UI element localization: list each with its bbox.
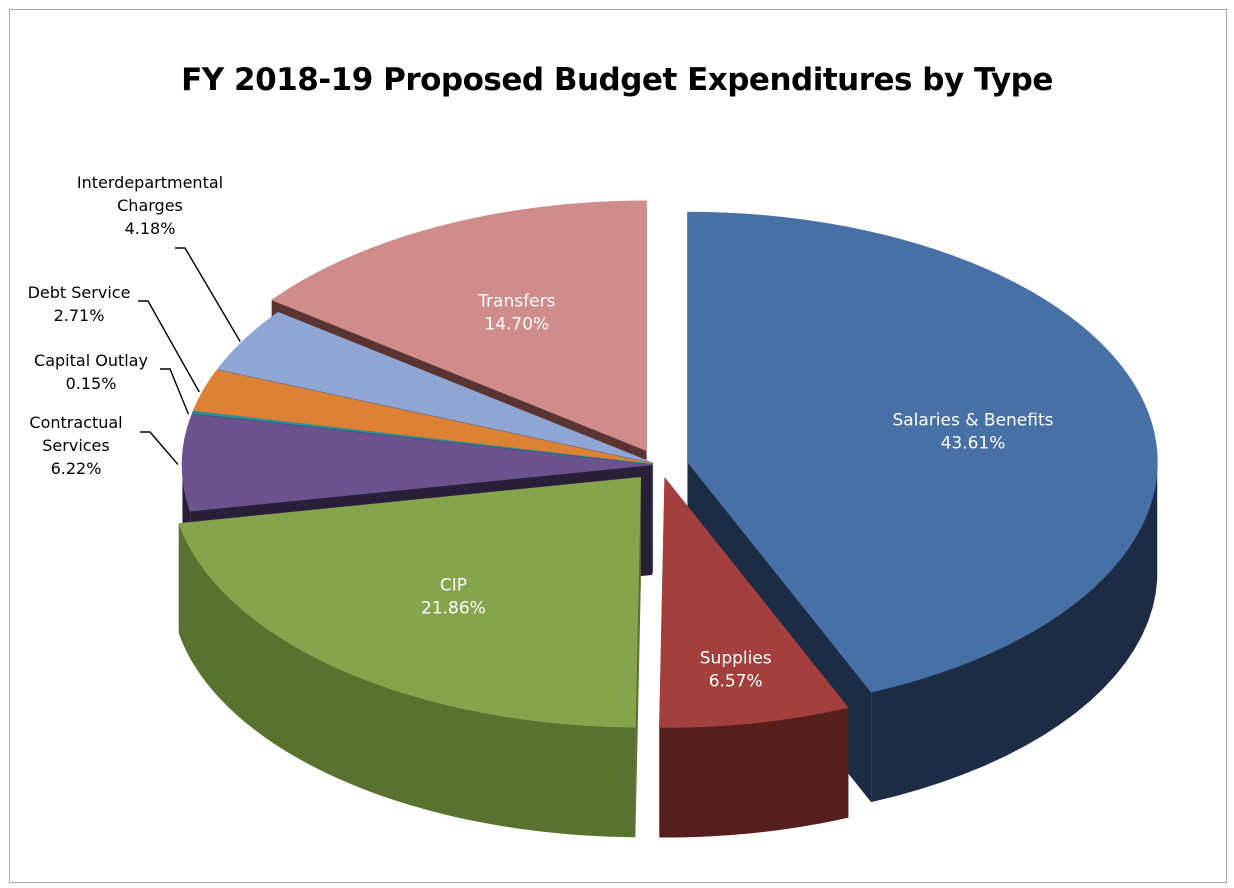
leader-line-contractual-services — [140, 431, 179, 466]
slice-label-supplies-1: 6.57% — [709, 671, 763, 691]
slice-label-supplies-0: Supplies — [700, 648, 772, 668]
leader-line-interdepartmental-charges — [175, 247, 241, 342]
pie-labels: Salaries & Benefits 43.61% Supplies 6.57% CI… — [28, 173, 1054, 691]
slice-label-salaries-benefits-0: Salaries & Benefits — [892, 411, 1053, 431]
slice-transfers — [271, 200, 647, 452]
slice-label-cip-1: 21.86% — [421, 598, 486, 618]
slice-salaries-benefits — [687, 211, 1158, 693]
slice-label-transfers-0: Transfers — [477, 291, 555, 311]
slice-label-capital-outlay-1: 0.15% — [66, 374, 117, 393]
slice-label-interdepartmental-charges-2: 4.18% — [125, 219, 176, 238]
slice-label-debt-service-0: Debt Service — [28, 283, 131, 302]
slice-label-salaries-benefits-1: 43.61% — [941, 434, 1006, 454]
leader-line-capital-outlay — [160, 368, 190, 415]
slice-label-contractual-services-1: Services — [42, 436, 109, 455]
slice-label-interdepartmental-charges-1: Charges — [117, 196, 183, 215]
slice-interdepartmental-charges — [216, 311, 654, 464]
slice-label-transfers-1: 14.70% — [484, 314, 549, 334]
slice-label-contractual-services-2: 6.22% — [51, 459, 102, 478]
slice-debt-service — [192, 369, 653, 464]
pie-tops — [178, 200, 1158, 728]
slice-side-salaries-benefits — [871, 454, 1158, 803]
slice-side-cip — [178, 523, 636, 838]
slice-label-debt-service-1: 2.71% — [54, 306, 105, 325]
chart-title: FY 2018-19 Proposed Budget Expenditures … — [181, 62, 1053, 98]
slice-contractual-services — [181, 413, 653, 512]
slice-cip — [178, 476, 641, 728]
slice-label-capital-outlay-0: Capital Outlay — [34, 351, 148, 370]
slice-label-cip-0: CIP — [440, 575, 467, 595]
slice-supplies — [659, 476, 849, 728]
slice-label-interdepartmental-charges-0: Interdepartmental — [77, 173, 223, 192]
leader-line-debt-service — [138, 300, 200, 393]
slice-capital-outlay — [191, 410, 653, 465]
slice-label-contractual-services-0: Contractual — [29, 413, 122, 432]
slice-side-supplies — [659, 707, 849, 838]
